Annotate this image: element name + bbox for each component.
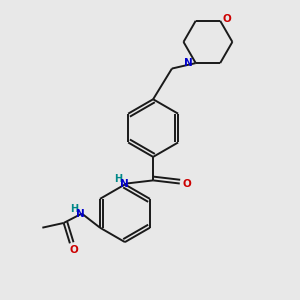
Text: H: H bbox=[114, 173, 122, 184]
Text: O: O bbox=[182, 178, 191, 188]
Text: H: H bbox=[70, 204, 78, 214]
Text: O: O bbox=[223, 14, 231, 24]
Text: N: N bbox=[76, 208, 85, 219]
Text: O: O bbox=[69, 244, 78, 255]
Text: N: N bbox=[184, 58, 193, 68]
Text: N: N bbox=[120, 178, 128, 188]
